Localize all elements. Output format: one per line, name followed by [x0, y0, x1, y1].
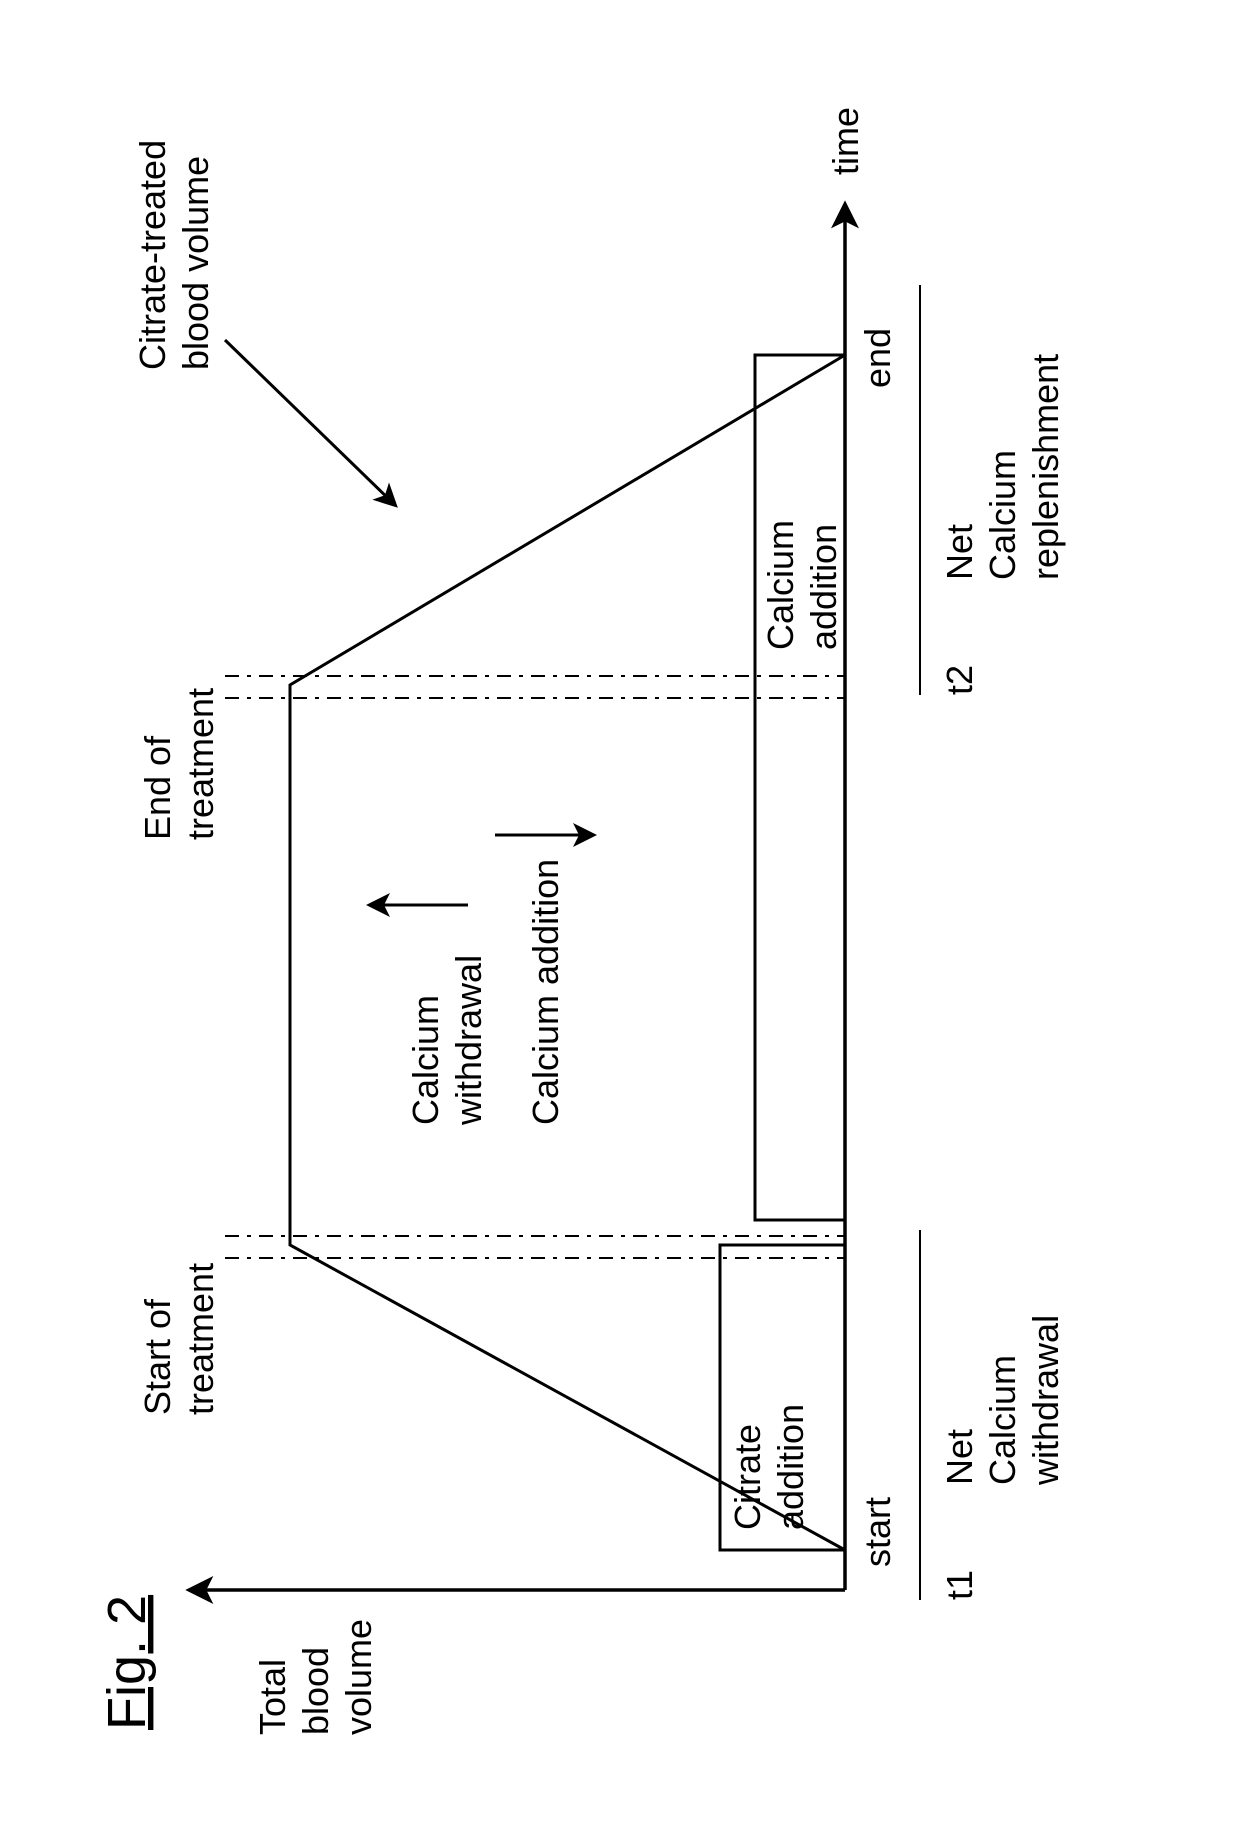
label-end-of-treatment-line1: End of: [137, 735, 178, 840]
rotated-figure: Fig. 2 Total blood volume Total blood vo…: [0, 0, 1240, 1825]
phase3-line3: replenishment: [1025, 354, 1066, 580]
phase3-line2: Calcium: [982, 450, 1023, 580]
x-end-label: end: [857, 328, 898, 388]
y-axis-label-line2: blood: [295, 1647, 336, 1735]
citrate-label-line2: addition: [770, 1404, 811, 1530]
calcium-addition-phase3-line1: Calcium: [760, 520, 801, 650]
phase1-line3: withdrawal: [1025, 1315, 1066, 1486]
label-start-of-treatment-line2: treatment: [180, 1263, 221, 1415]
phase1-line2: Calcium: [982, 1355, 1023, 1485]
calcium-addition-mid: Calcium addition: [525, 859, 566, 1125]
calcium-withdrawal-line2: withdrawal: [448, 955, 489, 1126]
t1-label: t1: [939, 1570, 980, 1600]
label-end-of-treatment-line2: treatment: [180, 688, 221, 840]
y-axis-label-line1: Total: [252, 1659, 293, 1735]
calcium-withdrawal-line1: Calcium: [405, 995, 446, 1125]
figure-title: Fig. 2: [97, 1595, 157, 1730]
x-axis-label: time: [825, 107, 866, 175]
label-start-of-treatment-line1: Start of: [137, 1298, 178, 1415]
t2-label: t2: [939, 665, 980, 695]
citrate-treated-arrow: [225, 340, 395, 505]
phase3-line1: Net: [939, 524, 980, 580]
y-axis-label-line3: volume: [338, 1619, 379, 1735]
calcium-box: [755, 355, 845, 1220]
figure-svg: Fig. 2 Total blood volume Total blood vo…: [0, 0, 1240, 1825]
calcium-addition-phase3-line2: addition: [803, 524, 844, 650]
citrate-treated-line2: blood volume: [175, 156, 216, 370]
page: Fig. 2 Total blood volume Total blood vo…: [0, 0, 1240, 1825]
x-start-label: start: [857, 1497, 898, 1567]
phase1-line1: Net: [939, 1429, 980, 1485]
citrate-label-line1: Citrate: [727, 1424, 768, 1530]
citrate-treated-line1: Citrate-treated: [132, 140, 173, 370]
